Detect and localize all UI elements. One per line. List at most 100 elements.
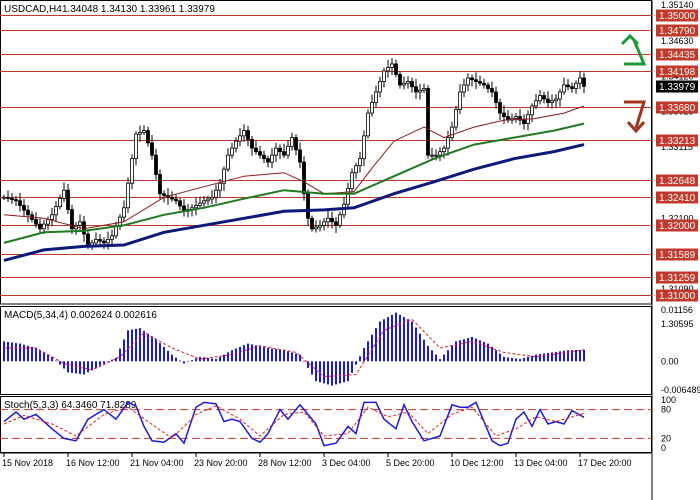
macd-bar — [307, 361, 309, 368]
moving-average-line — [3, 105, 585, 230]
level-tag — [656, 9, 698, 22]
level-label: 1.34790 — [659, 26, 696, 37]
macd-bar — [39, 350, 41, 362]
candle-body — [350, 172, 354, 189]
macd-bar — [435, 354, 437, 362]
candle-body — [498, 102, 502, 114]
macd-bar — [403, 317, 405, 362]
time-tick-label: 13 Dec 04:00 — [514, 458, 568, 468]
macd-bar — [103, 361, 105, 364]
level-tag — [656, 248, 698, 261]
macd-bar — [263, 347, 265, 362]
candle-body — [386, 67, 390, 72]
stoch-tick-label: 0 — [661, 443, 666, 453]
candle-body — [474, 79, 478, 82]
candle-body — [270, 154, 274, 163]
candle-body — [450, 126, 454, 139]
macd-bar — [171, 354, 173, 362]
candle-body — [14, 199, 18, 202]
macd-bar — [235, 348, 237, 362]
candle-body — [582, 77, 586, 87]
arrow-up-icon — [620, 33, 640, 46]
candle-body — [274, 147, 278, 156]
macd-bar — [383, 319, 385, 362]
candle-body — [538, 95, 542, 102]
macd-bar — [391, 314, 393, 362]
candle-body — [558, 91, 562, 100]
macd-bar — [163, 346, 165, 362]
candle-body — [78, 221, 82, 226]
macd-bar — [463, 339, 465, 362]
macd-bar — [139, 328, 141, 362]
macd-bar — [583, 349, 585, 362]
macd-bar — [207, 357, 209, 362]
macd-bar — [327, 361, 329, 385]
time-tick-label: 15 Nov 2018 — [2, 458, 53, 468]
candle-body — [26, 209, 30, 216]
candle-body — [570, 86, 574, 89]
macd-bar — [11, 342, 13, 362]
macd-tick-label: -0.006489 — [661, 385, 700, 395]
level-label: 1.31000 — [659, 291, 696, 302]
candle-body — [334, 221, 338, 226]
macd-bar — [87, 361, 89, 373]
macd-bar — [547, 352, 549, 362]
price-tick-label: 1.30595 — [661, 319, 694, 329]
candle-body — [482, 82, 486, 86]
macd-bar — [95, 361, 97, 368]
candle-body — [302, 161, 306, 195]
candle-body — [406, 81, 410, 84]
candle-body — [266, 158, 270, 163]
macd-bar — [71, 361, 73, 373]
macd-bar — [147, 333, 149, 362]
candle-body — [358, 158, 362, 167]
candle-body — [414, 86, 418, 93]
candle-body — [130, 158, 134, 184]
level-label: 1.35000 — [659, 11, 696, 22]
stoch-main-line — [3, 401, 585, 447]
candle-body — [170, 196, 174, 200]
macd-bar — [379, 321, 381, 362]
macd-bar — [187, 361, 189, 362]
macd-bar — [159, 343, 161, 362]
candle-body — [226, 154, 230, 170]
macd-bar — [491, 346, 493, 362]
macd-bar — [195, 358, 197, 362]
macd-bar — [439, 359, 441, 362]
level-label: 1.32648 — [659, 176, 696, 187]
candle-body — [262, 154, 266, 160]
macd-bar — [239, 346, 241, 362]
candle-body — [158, 174, 162, 195]
stoch-title: Stoch(5,3,3) 64.3460 71.8289 — [4, 400, 137, 411]
candle-body — [310, 217, 314, 230]
macd-bar — [107, 361, 109, 362]
macd-bar — [63, 361, 65, 369]
macd-bar — [51, 356, 53, 362]
macd-bar — [291, 352, 293, 362]
macd-bar — [475, 338, 477, 362]
candle-body — [6, 196, 10, 199]
candle-body — [338, 214, 342, 226]
macd-bar — [259, 346, 261, 362]
candle-body — [366, 112, 370, 137]
candle-body — [122, 207, 126, 218]
candle-body — [114, 226, 118, 237]
candle-body — [62, 189, 66, 199]
candle-body — [98, 238, 102, 242]
candle-body — [10, 198, 14, 200]
candle-body — [550, 100, 554, 103]
macd-bar — [295, 353, 297, 362]
macd-bar — [3, 341, 5, 362]
candle-body — [34, 219, 38, 225]
candle-body — [54, 206, 58, 216]
macd-panel-frame — [0, 306, 652, 395]
macd-bar — [283, 350, 285, 362]
level-tag — [656, 65, 698, 78]
level-tag — [656, 174, 698, 187]
candle-body — [542, 95, 546, 100]
candle-body — [390, 63, 394, 68]
candle-body — [578, 77, 582, 84]
candle-body — [530, 105, 534, 116]
macd-bar — [315, 361, 317, 382]
